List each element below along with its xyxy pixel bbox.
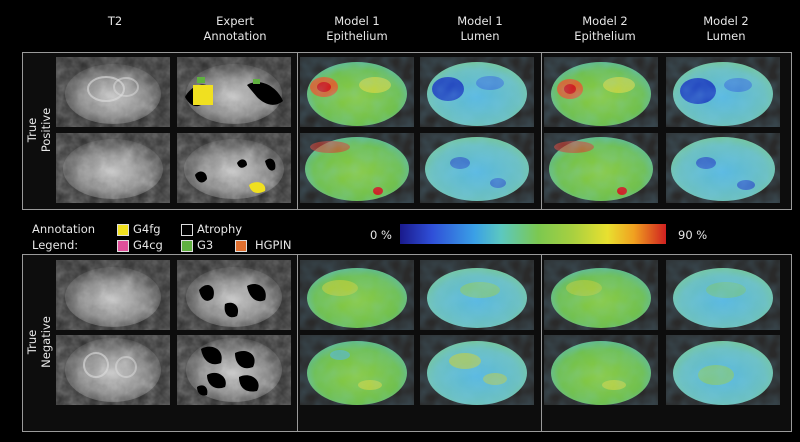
model2-lumen-map	[666, 335, 780, 405]
expert-annotation-image	[177, 57, 291, 127]
legend-swatch-hgpin	[235, 240, 247, 252]
model1-epithelium-map	[300, 57, 414, 127]
legend-label-g3: G3	[197, 238, 214, 252]
t2-image	[56, 57, 170, 127]
legend-swatch-atrophy	[181, 224, 193, 236]
column-header-model1-epithelium: Model 1 Epithelium	[326, 14, 388, 43]
model1-epithelium-map	[300, 133, 414, 203]
model2-epithelium-map	[544, 133, 658, 203]
column-header-model1-lumen: Model 1 Lumen	[457, 14, 503, 43]
expert-annotation-image	[177, 335, 291, 405]
legend-title: Annotation	[32, 222, 96, 236]
legend-swatch-g3	[181, 240, 193, 252]
panel-divider	[541, 52, 542, 209]
model2-epithelium-map	[544, 335, 658, 405]
colorbar-min-label: 0 %	[370, 228, 392, 242]
column-header-model2-epithelium: Model 2 Epithelium	[574, 14, 636, 43]
column-header-t2: T2	[107, 14, 123, 28]
legend-label-hgpin: HGPIN	[255, 238, 292, 252]
model1-lumen-map	[420, 335, 534, 405]
legend-label-atrophy: Atrophy	[197, 222, 243, 236]
model2-epithelium-map	[544, 57, 658, 127]
t2-image	[56, 133, 170, 203]
legend-label-g4cg: G4cg	[133, 238, 163, 252]
model2-lumen-map	[666, 133, 780, 203]
t2-image	[56, 260, 170, 330]
t2-image	[56, 335, 170, 405]
model1-lumen-map	[420, 260, 534, 330]
model2-lumen-map	[666, 260, 780, 330]
model1-lumen-map	[420, 57, 534, 127]
model2-epithelium-map	[544, 260, 658, 330]
column-header-expert-annotation: Expert Annotation	[203, 14, 267, 43]
model2-lumen-map	[666, 57, 780, 127]
legend-label-g4fg: G4fg	[133, 222, 161, 236]
row-label-true-negative: True Negative	[25, 316, 53, 368]
model1-epithelium-map	[300, 260, 414, 330]
colorbar-max-label: 90 %	[678, 228, 708, 242]
column-header-model2-lumen: Model 2 Lumen	[703, 14, 749, 43]
expert-annotation-image	[177, 260, 291, 330]
panel-divider	[541, 254, 542, 431]
model1-epithelium-map	[300, 335, 414, 405]
colorbar	[400, 224, 666, 244]
model1-lumen-map	[420, 133, 534, 203]
panel-divider	[297, 52, 298, 209]
expert-annotation-image	[177, 133, 291, 203]
legend-swatch-g4cg	[117, 240, 129, 252]
legend-title: Legend:	[32, 238, 79, 252]
row-label-true-positive: True Positive	[25, 107, 53, 153]
legend-swatch-g4fg	[117, 224, 129, 236]
panel-divider	[297, 254, 298, 431]
